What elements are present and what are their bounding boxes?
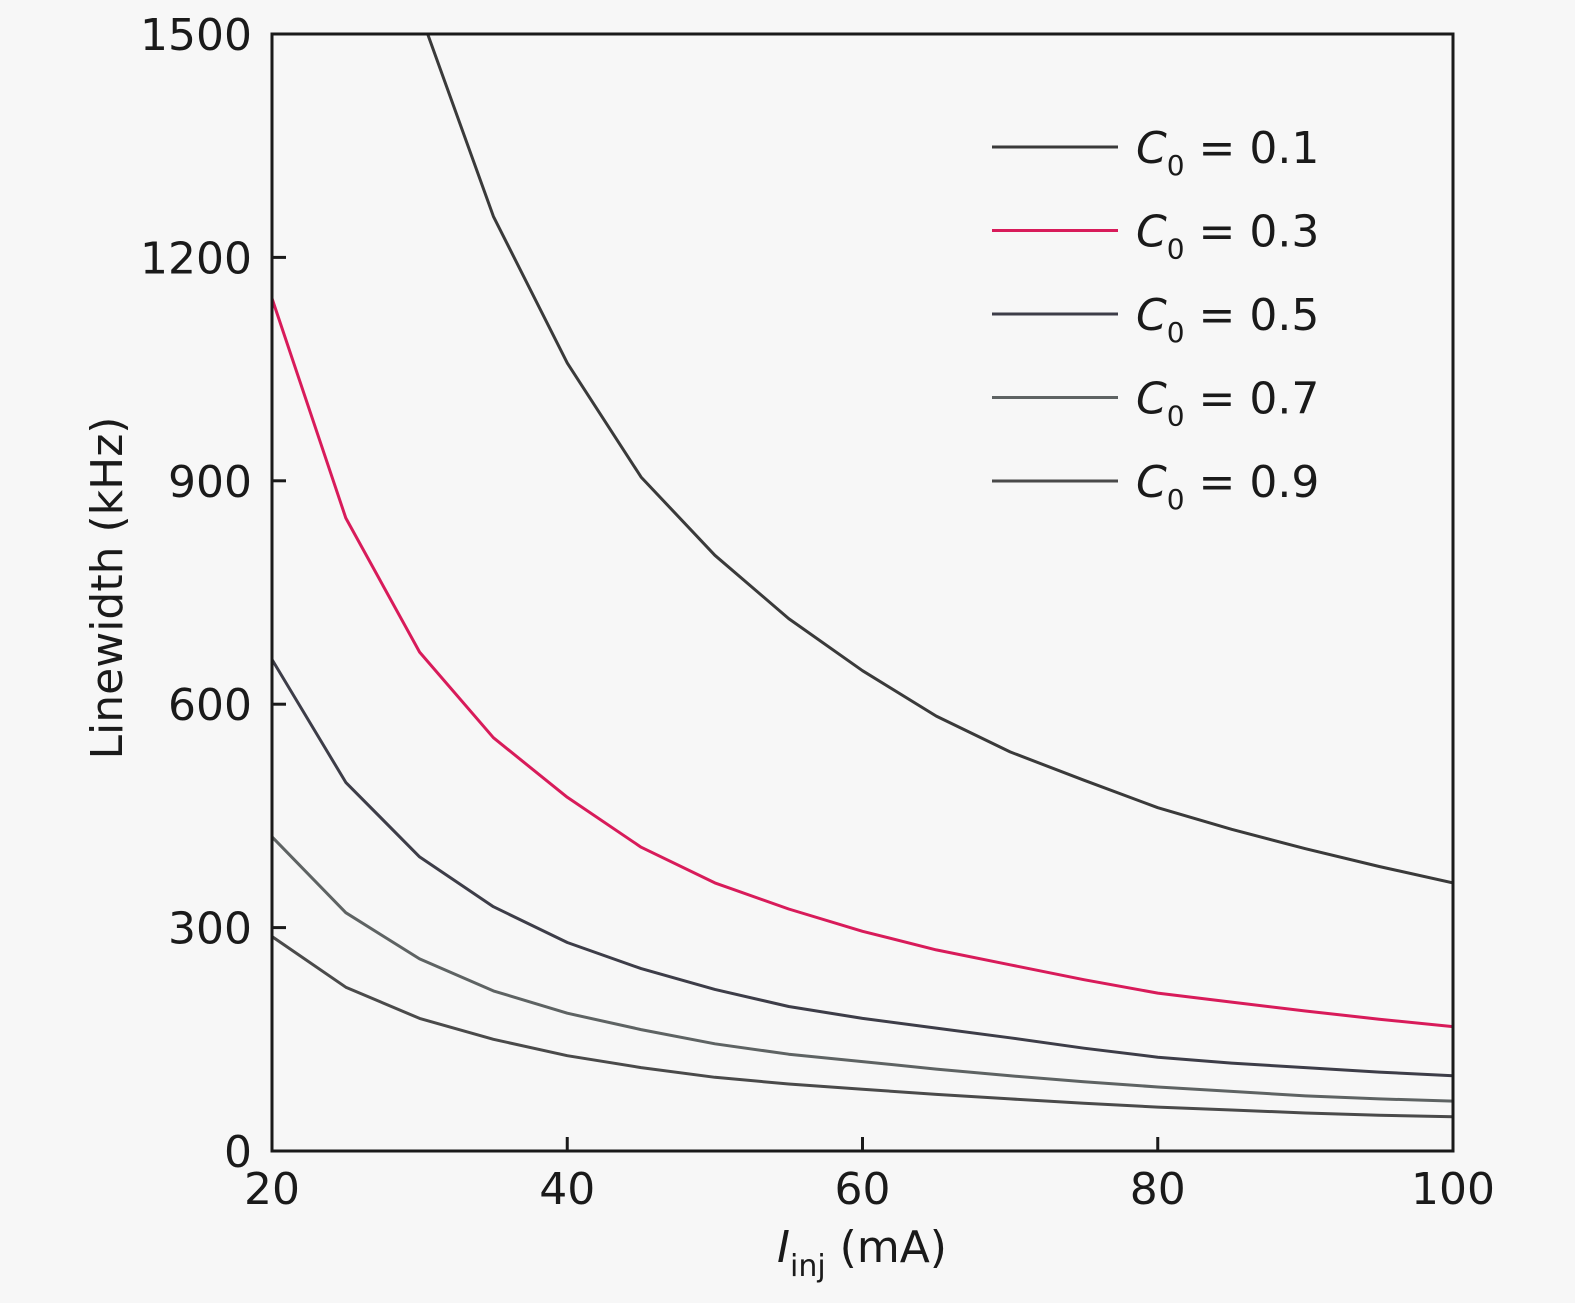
legend-label-1: C0 = 0.3	[1136, 207, 1319, 266]
x-tick-label: 80	[1130, 1164, 1186, 1215]
series-line-2	[272, 658, 1453, 1078]
y-axis-ticks: 0 300 600 900 1200 1500	[140, 10, 286, 1178]
y-tick-label: 300	[168, 904, 252, 955]
y-tick-label: 1500	[140, 10, 252, 61]
y-tick-label: 1200	[140, 233, 252, 284]
x-axis-label-var: I	[777, 1222, 790, 1273]
x-axis-label-unit: (mA)	[826, 1222, 947, 1273]
x-axis-ticks: 20 40 60 80 100	[244, 1137, 1495, 1215]
x-tick-label: 100	[1411, 1164, 1495, 1215]
series-line-0	[426, 34, 1453, 885]
y-axis-label: Linewidth (kHz)	[82, 417, 133, 760]
legend-label-0: C0 = 0.1	[1136, 123, 1319, 182]
y-tick-label: 600	[168, 680, 252, 731]
series-line-1	[272, 297, 1453, 1029]
y-tick-label: 900	[168, 457, 252, 508]
x-tick-label: 60	[835, 1164, 891, 1215]
legend-label-4: C0 = 0.9	[1136, 457, 1319, 516]
x-axis-label-sub: inj	[790, 1249, 826, 1284]
legend: C0 = 0.1 C0 = 0.3 C0 = 0.5 C0 = 0.7 C0 = 0.9	[992, 123, 1319, 516]
x-axis-label: Iinj (mA)	[777, 1222, 947, 1284]
legend-label-3: C0 = 0.7	[1136, 374, 1319, 433]
series-lines	[272, 34, 1453, 1119]
plot-area	[272, 34, 1453, 1151]
series-line-3	[272, 835, 1453, 1103]
series-line-4	[272, 935, 1453, 1119]
legend-label-2: C0 = 0.5	[1136, 290, 1319, 349]
x-tick-label: 20	[244, 1164, 300, 1215]
x-tick-label: 40	[539, 1164, 595, 1215]
y-tick-label: 0	[224, 1127, 252, 1178]
